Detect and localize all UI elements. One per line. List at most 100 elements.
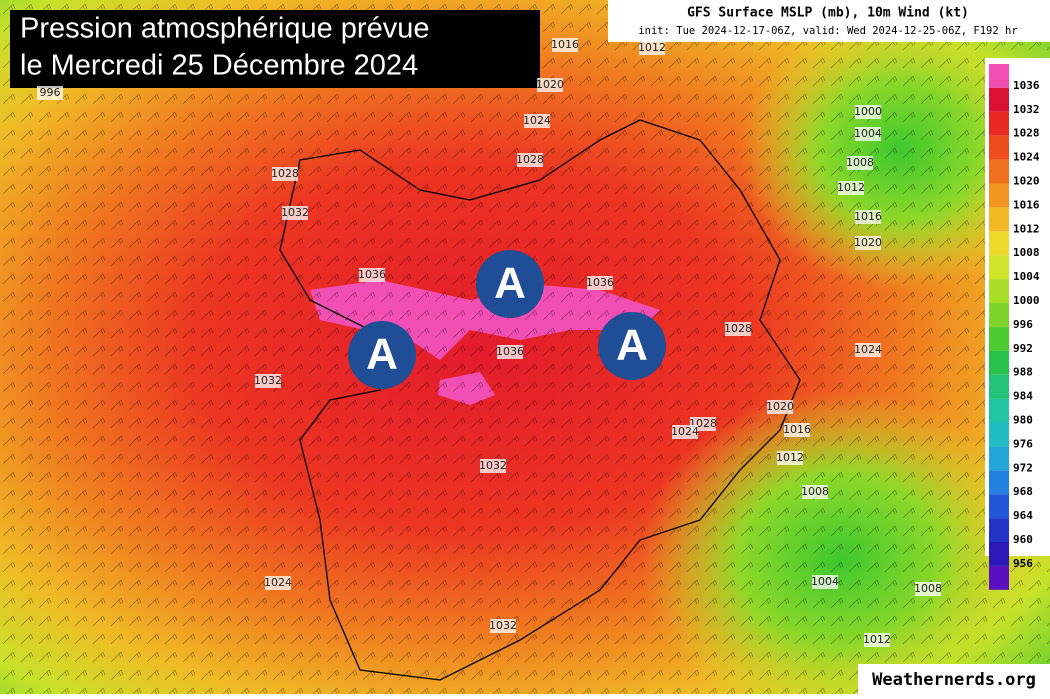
legend-label: 964 — [1013, 509, 1033, 522]
isobar-label-bg — [497, 345, 523, 359]
high-label: A — [494, 259, 526, 308]
legend-swatch — [989, 518, 1009, 542]
isobar-label-bg — [265, 576, 291, 590]
isobar-label: 1004 — [811, 575, 839, 588]
isobar-label-bg — [784, 423, 810, 437]
isobar-label-bg — [838, 181, 864, 195]
isobar-label: 1020 — [854, 236, 882, 249]
isobar-label: 1036 — [496, 345, 524, 358]
legend-label: 1020 — [1013, 175, 1040, 188]
isobar-label: 1032 — [479, 459, 507, 472]
isobar-label-bg — [802, 485, 828, 499]
legend-label: 1036 — [1013, 79, 1040, 92]
isobar-label: 1020 — [766, 400, 794, 413]
legend-swatch — [989, 398, 1009, 423]
legend-label: 960 — [1013, 533, 1033, 546]
legend-swatch — [989, 326, 1009, 351]
isobar-label-bg — [517, 153, 543, 167]
isobar-label-bg — [777, 451, 803, 465]
legend-swatch — [989, 135, 1009, 160]
high-marker — [476, 250, 544, 318]
isobar-label: 1012 — [837, 181, 865, 194]
watermark: Weathernerds.org — [872, 670, 1036, 690]
isobar-label: 1028 — [724, 322, 752, 335]
legend-swatch — [989, 350, 1009, 375]
coastline — [279, 119, 801, 681]
isobar-label-bg — [552, 38, 578, 52]
title: Pression atmosphérique prévue — [20, 13, 429, 45]
isobar-label: 1016 — [854, 210, 882, 223]
high-label: A — [616, 321, 648, 370]
legend-label: 1004 — [1013, 270, 1040, 283]
isobar-label-bg — [359, 268, 385, 282]
isobar-label: 1028 — [271, 167, 299, 180]
isobar-label-bg — [37, 86, 63, 100]
legend-label: 984 — [1013, 390, 1033, 403]
isobar-label: 1012 — [863, 633, 891, 646]
legend-swatch — [989, 422, 1009, 447]
legend-label: 1024 — [1013, 151, 1040, 164]
legend-swatch — [989, 231, 1009, 256]
isobar-label: 1008 — [846, 156, 874, 169]
legend-swatch — [989, 87, 1009, 112]
legend-swatch — [989, 111, 1009, 136]
legend-label: 1016 — [1013, 198, 1040, 211]
legend-swatch — [989, 542, 1009, 566]
isobar-label-bg — [855, 236, 881, 250]
isobar-label-bg — [915, 582, 941, 596]
isobar-label: 1024 — [523, 114, 551, 127]
isobar-label-bg — [855, 127, 881, 141]
legend-label: 1008 — [1013, 246, 1040, 259]
high-marker — [348, 321, 416, 389]
isobar-label-bg — [255, 374, 281, 388]
isobar-label: 1036 — [358, 268, 386, 281]
high-marker — [598, 312, 666, 380]
header-box — [608, 0, 1050, 42]
isobar-label: 1024 — [671, 425, 699, 438]
isobar-label-bg — [725, 322, 751, 336]
isobar-label-bg — [855, 210, 881, 224]
title: le Mercredi 25 Décembre 2024 — [20, 50, 418, 82]
isobar-label-bg — [480, 459, 506, 473]
isobar-label-bg — [490, 619, 516, 633]
isobar-label: 1012 — [638, 41, 666, 54]
isobar-label: 1008 — [801, 485, 829, 498]
isobar-label: 1032 — [281, 206, 309, 219]
legend-label: 1012 — [1013, 222, 1040, 235]
isobar-label-bg — [537, 78, 563, 92]
legend-label: 1028 — [1013, 127, 1040, 140]
watermark-box — [858, 664, 1050, 694]
isobar-label-bg — [855, 105, 881, 119]
legend-label: 968 — [1013, 485, 1033, 498]
isobar-label-bg — [272, 167, 298, 181]
isobar-label-bg — [864, 633, 890, 647]
isobar-label: 996 — [40, 86, 61, 99]
legend-swatch — [989, 279, 1009, 303]
legend-label: 992 — [1013, 342, 1033, 355]
legend-swatch — [989, 159, 1009, 184]
isobar-label: 1004 — [854, 127, 882, 140]
legend-label: 956 — [1013, 557, 1033, 570]
isobar-label-bg — [672, 425, 698, 439]
header-title: GFS Surface MSLP (mb), 10m Wind (kt) — [687, 6, 969, 21]
isobar-label: 1032 — [254, 374, 282, 387]
isobar-label: 1020 — [536, 78, 564, 91]
isobar-label-bg — [524, 114, 550, 128]
isobar-label-bg — [855, 343, 881, 357]
isobar-label: 1032 — [489, 619, 517, 632]
legend-label: 988 — [1013, 366, 1033, 379]
legend-swatch — [989, 207, 1009, 232]
legend-swatch — [989, 183, 1009, 208]
legend-swatch — [989, 374, 1009, 399]
isobar-label: 1016 — [551, 38, 579, 51]
isobar-label-bg — [847, 156, 873, 170]
title-box — [10, 10, 540, 88]
isobar-label: 1012 — [776, 451, 804, 464]
legend-swatch — [989, 446, 1009, 471]
isobar-label: 1024 — [854, 343, 882, 356]
legend-swatch — [989, 494, 1009, 519]
isobar-label-bg — [587, 276, 613, 290]
high-label: A — [366, 330, 398, 379]
